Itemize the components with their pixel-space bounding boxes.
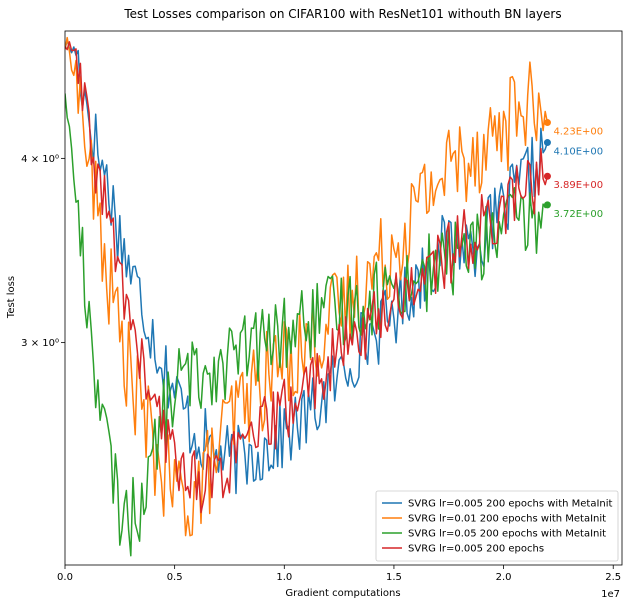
y-axis-label: Test loss [6,276,17,319]
x-tick-label: 1.0 [276,572,292,583]
series-line-1 [65,39,549,495]
end-markers: 4.10E+00 4.23E+00 3.72E+00 3.89E+00 [543,119,603,220]
x-axis: 0.0 0.5 1.0 1.5 2.0 2.5 [57,565,621,583]
plot-area [65,36,549,557]
series-line-2 [65,36,549,537]
x-tick-label: 0.5 [167,572,183,583]
end-point-4 [543,172,551,180]
x-axis-label: Gradient computations [285,588,400,599]
end-value-label-2: 4.23E+00 [553,127,603,138]
legend: SVRG lr=0.005 200 epochs with MetaInit SV… [375,490,619,562]
end-value-label-4: 3.89E+00 [553,180,603,191]
end-value-label-1: 4.10E+00 [553,147,603,158]
end-value-label-3: 3.72E+00 [553,209,603,220]
y-axis: 3 × 10⁰ 4 × 10⁰ [21,154,65,349]
x-tick-label: 2.0 [496,572,512,583]
series-line-3 [65,93,548,557]
x-offset-label: 1e7 [601,589,620,600]
chart-title: Test Losses comparison on CIFAR100 with … [123,7,561,21]
end-point-3 [543,201,551,209]
y-tick-label: 3 × 10⁰ [21,338,59,349]
legend-box [375,490,619,562]
legend-label-1: SVRG lr=0.005 200 epochs with MetaInit [408,499,613,510]
x-tick-label: 1.5 [386,572,402,583]
legend-label-4: SVRG lr=0.005 200 epochs [408,544,544,555]
end-point-1 [543,139,551,147]
x-tick-label: 2.5 [605,572,621,583]
y-tick-label: 4 × 10⁰ [21,154,59,165]
legend-label-2: SVRG lr=0.01 200 epochs with MetaInit [408,514,606,525]
x-tick-label: 0.0 [57,572,73,583]
plot-frame [64,30,623,566]
end-point-2 [543,119,551,127]
series-line-4 [65,41,549,514]
legend-label-3: SVRG lr=0.05 200 epochs with MetaInit [408,529,606,540]
